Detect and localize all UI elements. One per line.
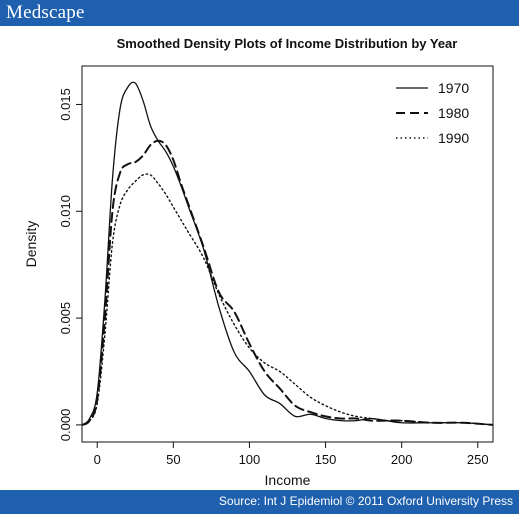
legend: 1970 1980 1990 xyxy=(396,80,469,146)
y-tick-label: 0.000 xyxy=(58,409,73,442)
legend-label-1970: 1970 xyxy=(438,80,469,96)
x-tick-label: 200 xyxy=(391,452,413,467)
legend-label-1980: 1980 xyxy=(438,105,469,121)
legend-label-1990: 1990 xyxy=(438,130,469,146)
x-tick-label: 150 xyxy=(315,452,337,467)
plot-frame xyxy=(81,65,494,443)
footer-bar: Source: Int J Epidemiol © 2011 Oxford Un… xyxy=(0,490,519,514)
density-chart-svg: Smoothed Density Plots of Income Distrib… xyxy=(23,36,494,488)
y-tick-label: 0.015 xyxy=(58,88,73,121)
series-lines xyxy=(82,81,493,426)
x-tick-label: 250 xyxy=(467,452,489,467)
x-tick-label: 0 xyxy=(94,452,101,467)
header-bar: Medscape xyxy=(0,0,519,26)
x-axis-label: Income xyxy=(265,472,311,488)
brand-logo: Medscape xyxy=(6,2,85,23)
y-axis: 0.000 0.005 0.010 0.015 xyxy=(58,88,82,441)
x-tick-label: 100 xyxy=(239,452,261,467)
y-tick-label: 0.010 xyxy=(58,195,73,228)
x-tick-label: 50 xyxy=(166,452,180,467)
series-line-1970 xyxy=(82,81,493,426)
series-line-1980 xyxy=(82,139,493,426)
y-axis-label: Density xyxy=(23,221,39,268)
chart: Smoothed Density Plots of Income Distrib… xyxy=(0,26,519,490)
x-axis: 0 50 100 150 200 250 xyxy=(94,442,489,467)
series-line-1990 xyxy=(82,173,493,426)
y-tick-label: 0.005 xyxy=(58,302,73,335)
source-credit: Source: Int J Epidemiol © 2011 Oxford Un… xyxy=(218,494,513,508)
chart-title: Smoothed Density Plots of Income Distrib… xyxy=(117,36,458,51)
